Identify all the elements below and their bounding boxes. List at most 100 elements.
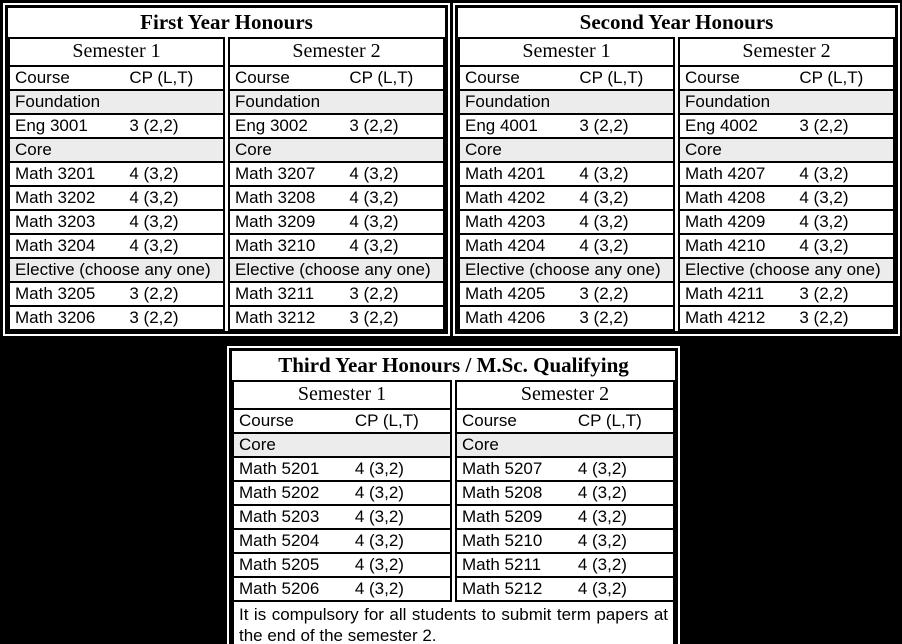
course-column-header: Course [230,65,345,90]
semester-column: Semester 1 Course CP (L,T) Foundation Eng 40… [458,37,675,331]
cp-value-cell: 4 (3,2) [572,504,673,529]
table-row: Math 4202 4 (3,2) [460,185,673,210]
course-code-cell: Math 4211 [680,281,795,306]
table-row: Math 4203 4 (3,2) [460,209,673,234]
course-table: Course CP (L,T) Core Math 5201 4 (3,2) Math 5… [234,408,450,600]
cp-value-cell: 4 (3,2) [349,480,450,505]
course-code-cell: Math 3212 [230,305,345,329]
table-row: Eng 3002 3 (2,2) [230,113,443,138]
section-band-label: Elective (choose any one) [230,257,443,282]
course-code-cell: Math 3208 [230,185,345,210]
table-row: Eng 4002 3 (2,2) [680,113,893,138]
cp-value-cell: 4 (3,2) [794,233,893,258]
cp-value-cell: 4 (3,2) [344,233,443,258]
table-row: Math 5207 4 (3,2) [457,456,673,481]
section-band-label: Foundation [10,89,223,114]
course-code-cell: Math 4212 [680,305,795,329]
course-code-cell: Math 4205 [460,281,575,306]
cp-value-cell: 4 (3,2) [574,185,673,210]
semester-halves: Semester 1 Course CP (L,T) Foundation Eng 30… [8,37,445,331]
section-band-label: Core [234,432,450,457]
cp-value-cell: 3 (2,2) [794,305,893,329]
third-year-honours-table: Third Year Honours / M.Sc. Qualifying Se… [229,348,678,644]
table-row: Math 4207 4 (3,2) [680,161,893,186]
cp-column-header: CP (L,T) [349,408,450,433]
cp-value-cell: 4 (3,2) [124,233,223,258]
course-code-cell: Math 4206 [460,305,575,329]
section-band-row: Core [460,137,673,162]
cp-column-header: CP (L,T) [574,65,673,90]
table-row: Math 3201 4 (3,2) [10,161,223,186]
course-code-cell: Math 4207 [680,161,795,186]
table-row: Math 4204 4 (3,2) [460,233,673,258]
section-band-label: Core [10,137,223,162]
table-row: Math 3202 4 (3,2) [10,185,223,210]
cp-value-cell: 4 (3,2) [574,209,673,234]
course-table: Course CP (L,T) Foundation Eng 3002 3 (2,2) C… [230,65,443,329]
table-row: Math 3204 4 (3,2) [10,233,223,258]
cp-value-cell: 3 (2,2) [794,281,893,306]
cp-value-cell: 3 (2,2) [574,281,673,306]
section-band-row: Core [680,137,893,162]
table-row: Math 4208 4 (3,2) [680,185,893,210]
table-row: Math 4205 3 (2,2) [460,281,673,306]
section-band-label: Core [460,137,673,162]
semester-column: Semester 2 Course CP (L,T) Foundation Eng 40… [678,37,895,331]
term-paper-footnote: It is compulsory for all students to sub… [232,602,675,644]
course-column-header: Course [460,65,575,90]
course-code-cell: Math 3204 [10,233,125,258]
table-row: Math 5205 4 (3,2) [234,552,450,577]
course-code-cell: Math 4209 [680,209,795,234]
cp-column-header: CP (L,T) [124,65,223,90]
course-column-header: Course [457,408,573,433]
section-band-row: Elective (choose any one) [10,257,223,282]
course-code-cell: Math 4208 [680,185,795,210]
course-code-cell: Math 3207 [230,161,345,186]
semester-column: Semester 1 Course CP (L,T) Core Math 5201 4 (… [232,380,452,602]
column-header-row: Course CP (L,T) [234,408,450,433]
semester-column: Semester 1 Course CP (L,T) Foundation Eng 30… [8,37,225,331]
cp-value-cell: 4 (3,2) [572,456,673,481]
table-row: Math 5208 4 (3,2) [457,480,673,505]
cp-value-cell: 4 (3,2) [124,185,223,210]
table-row: Math 3203 4 (3,2) [10,209,223,234]
section-band-label: Elective (choose any one) [680,257,893,282]
course-code-cell: Eng 3001 [10,113,125,138]
table-row: Math 4209 4 (3,2) [680,209,893,234]
course-code-cell: Math 3206 [10,305,125,329]
section-band-label: Core [457,432,673,457]
course-column-header: Course [10,65,125,90]
course-code-cell: Math 5207 [457,456,573,481]
cp-value-cell: 3 (2,2) [344,281,443,306]
course-code-cell: Math 5211 [457,552,573,577]
cp-value-cell: 4 (3,2) [349,552,450,577]
table-row: Math 3206 3 (2,2) [10,305,223,329]
semester-column: Semester 2 Course CP (L,T) Core Math 5207 4 (… [455,380,675,602]
section-band-row: Elective (choose any one) [680,257,893,282]
table-row: Math 4212 3 (2,2) [680,305,893,329]
cp-value-cell: 4 (3,2) [344,209,443,234]
cp-column-header: CP (L,T) [794,65,893,90]
cp-value-cell: 4 (3,2) [794,161,893,186]
course-code-cell: Eng 4001 [460,113,575,138]
first-year-honours-table: First Year Honours Semester 1 Course CP (L… [5,5,448,334]
table-row: Math 5206 4 (3,2) [234,576,450,600]
section-band-label: Core [230,137,443,162]
course-code-cell: Math 3210 [230,233,345,258]
course-code-cell: Math 3203 [10,209,125,234]
section-band-label: Foundation [460,89,673,114]
section-band-row: Foundation [10,89,223,114]
table-row: Math 4206 3 (2,2) [460,305,673,329]
section-band-row: Core [10,137,223,162]
cp-value-cell: 4 (3,2) [572,480,673,505]
table-row: Math 5209 4 (3,2) [457,504,673,529]
table-row: Math 3207 4 (3,2) [230,161,443,186]
cp-value-cell: 4 (3,2) [794,185,893,210]
semester-halves: Semester 1 Course CP (L,T) Core Math 5201 4 (… [232,380,675,602]
semester-halves: Semester 1 Course CP (L,T) Foundation Eng 40… [458,37,895,331]
section-band-row: Foundation [460,89,673,114]
table-row: Math 4211 3 (2,2) [680,281,893,306]
table-row: Math 3209 4 (3,2) [230,209,443,234]
table-row: Math 3210 4 (3,2) [230,233,443,258]
cp-value-cell: 3 (2,2) [574,113,673,138]
